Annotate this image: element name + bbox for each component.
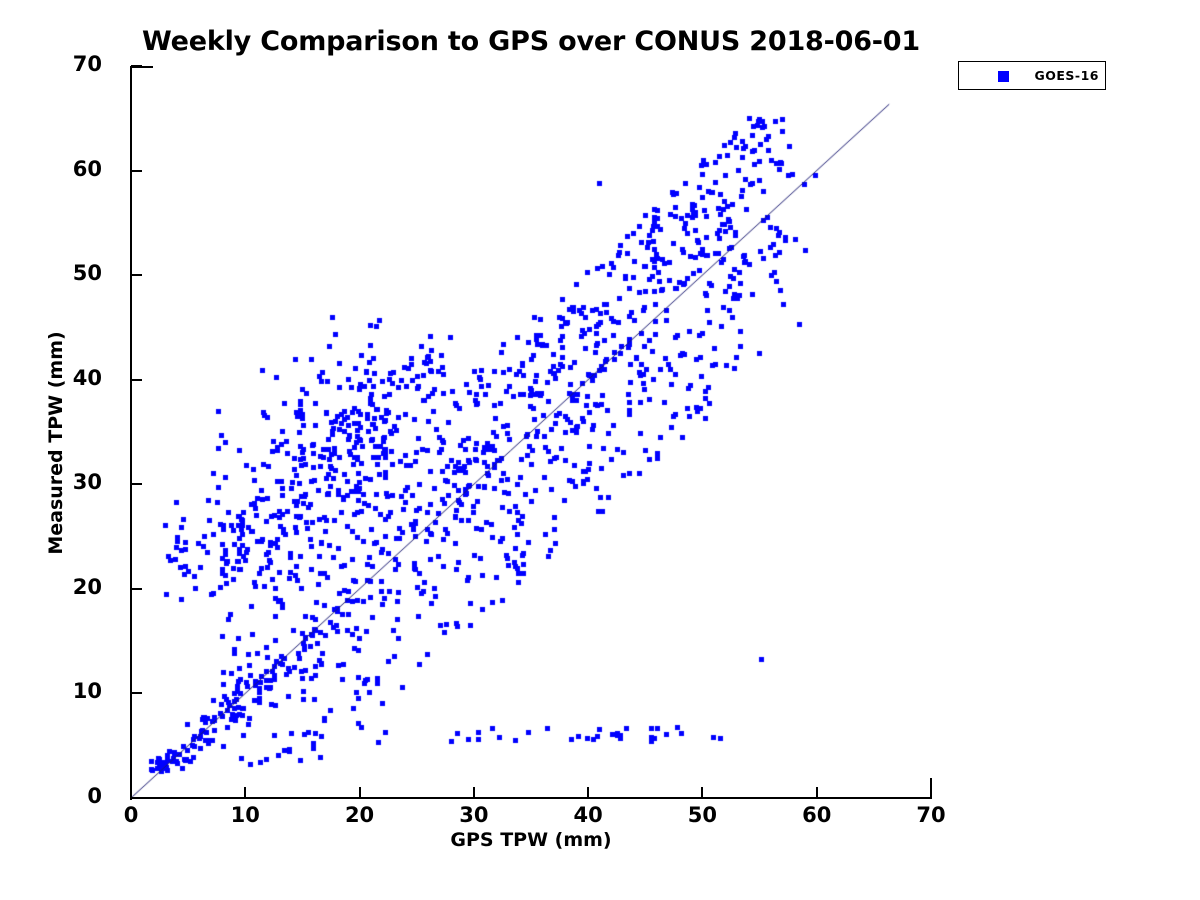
x-tick-30 bbox=[472, 787, 475, 798]
y-tick-label-60: 60 bbox=[72, 156, 102, 181]
plot-area bbox=[131, 66, 931, 798]
chart-title: Weekly Comparison to GPS over CONUS 2018… bbox=[142, 26, 920, 57]
y-tick-0 bbox=[131, 797, 142, 799]
y-axis-label: Measured TPW (mm) bbox=[45, 331, 67, 555]
x-tick-40 bbox=[587, 787, 590, 798]
legend-label-goes16: GOES-16 bbox=[1034, 68, 1099, 83]
y-tick-10 bbox=[131, 692, 142, 695]
x-tick-label-30: 30 bbox=[459, 803, 489, 827]
axis-bottom-spine bbox=[131, 797, 932, 799]
x-tick-50 bbox=[701, 787, 704, 798]
y-tick-label-40: 40 bbox=[72, 365, 102, 390]
x-tick-label-40: 40 bbox=[573, 803, 603, 827]
x-tick-label-70: 70 bbox=[916, 803, 946, 827]
x-tick-label-0: 0 bbox=[123, 803, 139, 827]
x-tick-70 bbox=[930, 787, 932, 798]
scatter-canvas bbox=[131, 66, 931, 798]
y-tick-20 bbox=[131, 587, 142, 590]
chart-legend[interactable]: GOES-16 bbox=[958, 61, 1106, 90]
x-tick-0 bbox=[130, 787, 132, 798]
x-tick-60 bbox=[815, 787, 818, 798]
x-tick-label-60: 60 bbox=[802, 803, 832, 827]
x-tick-10 bbox=[244, 787, 247, 798]
axis-top-stub bbox=[131, 66, 153, 68]
y-tick-40 bbox=[131, 378, 142, 381]
x-tick-20 bbox=[358, 787, 361, 798]
axis-left-spine bbox=[130, 66, 132, 800]
y-tick-label-10: 10 bbox=[72, 679, 102, 704]
x-axis-label: GPS TPW (mm) bbox=[450, 829, 612, 851]
x-tick-label-10: 10 bbox=[230, 803, 260, 827]
y-tick-label-50: 50 bbox=[72, 261, 102, 286]
legend-marker-goes16 bbox=[998, 71, 1009, 82]
y-tick-50 bbox=[131, 274, 142, 277]
y-tick-60 bbox=[131, 169, 142, 172]
y-tick-label-30: 30 bbox=[72, 470, 102, 495]
y-tick-label-20: 20 bbox=[72, 574, 102, 599]
x-tick-label-20: 20 bbox=[344, 803, 375, 827]
y-tick-30 bbox=[131, 483, 142, 486]
y-tick-label-0: 0 bbox=[87, 784, 102, 808]
x-tick-label-50: 50 bbox=[687, 803, 718, 827]
y-tick-70 bbox=[131, 65, 142, 67]
y-tick-label-70: 70 bbox=[72, 52, 102, 76]
